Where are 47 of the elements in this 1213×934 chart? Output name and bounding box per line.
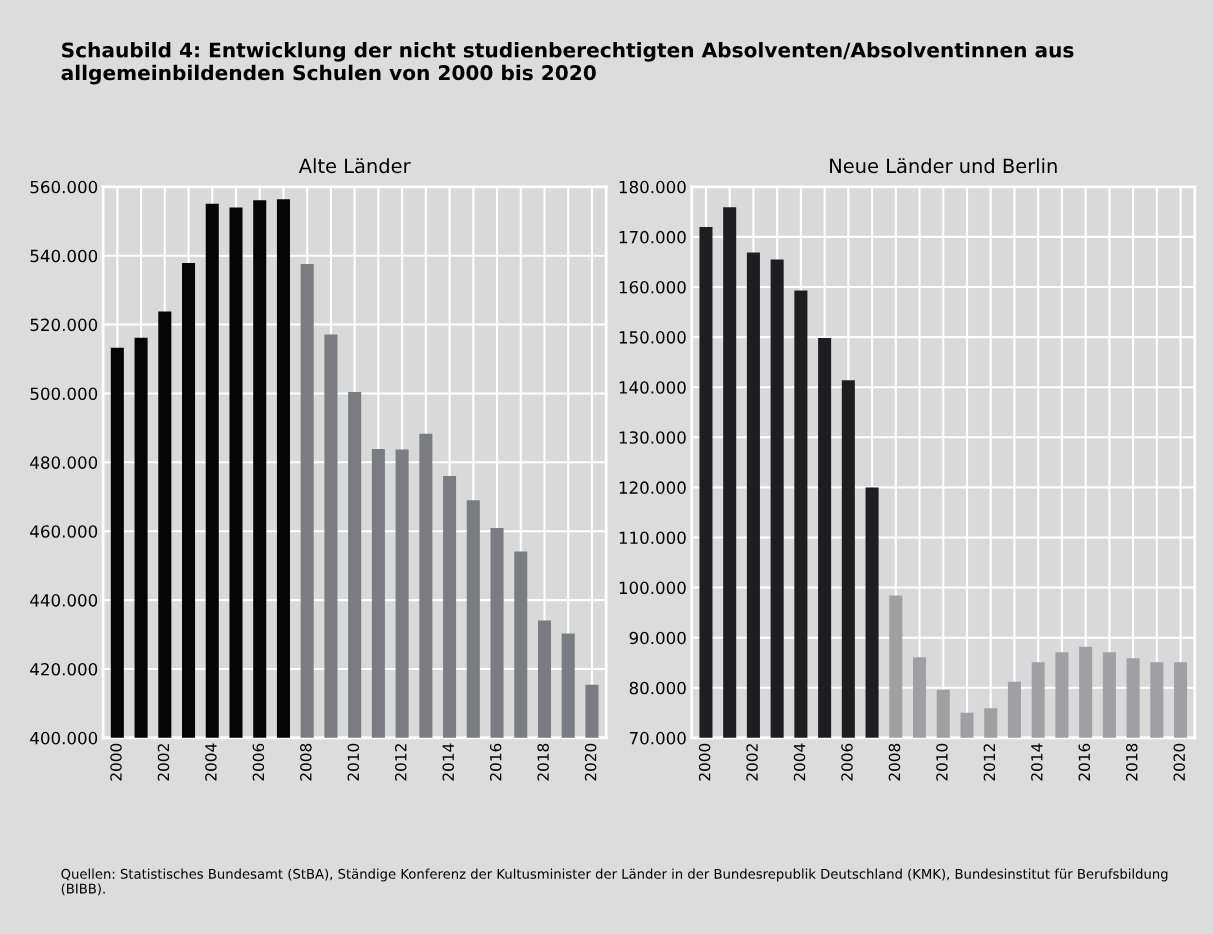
y-tick-label: 130.000 bbox=[619, 431, 686, 444]
x-tick-label: 2018 bbox=[1125, 743, 1138, 781]
y-tick-label: 140.000 bbox=[619, 381, 686, 394]
y-tick-label: 160.000 bbox=[619, 280, 686, 294]
x-tick-label: 2012 bbox=[983, 744, 996, 781]
x-tick-label: 2010 bbox=[936, 743, 948, 781]
y-tick-label: 420.000 bbox=[30, 662, 98, 676]
x-tick-label: 2010 bbox=[347, 743, 360, 781]
x-tick-label: 2020 bbox=[1173, 743, 1185, 781]
y-tick-label: 520.000 bbox=[30, 318, 98, 332]
x-tick-label: 2008 bbox=[300, 743, 312, 781]
y-tick-label: 460.000 bbox=[30, 525, 98, 538]
x-tick-label: 2018 bbox=[537, 743, 549, 781]
chart-title: Neue Länder und Berlin bbox=[830, 158, 1057, 174]
x-tick-label: 2016 bbox=[489, 743, 502, 781]
x-tick-label: 2008 bbox=[888, 743, 901, 781]
y-tick-label: 150.000 bbox=[619, 331, 686, 344]
y-tick-label: 100.000 bbox=[619, 581, 686, 595]
x-tick-label: 2014 bbox=[442, 743, 454, 781]
x-tick-label: 2012 bbox=[394, 744, 407, 781]
y-tick-label: 500.000 bbox=[30, 387, 98, 401]
y-tick-label: 70.000 bbox=[629, 731, 686, 745]
x-tick-label: 2014 bbox=[1031, 743, 1043, 781]
x-tick-label: 2006 bbox=[252, 743, 265, 781]
x-tick-label: 2002 bbox=[746, 744, 758, 781]
y-tick-label: 180.000 bbox=[619, 180, 686, 194]
y-tick-label: 80.000 bbox=[629, 681, 686, 695]
x-tick-label: 2016 bbox=[1078, 743, 1091, 781]
y-tick-label: 400.000 bbox=[30, 731, 98, 745]
chart-title: Alte Länder bbox=[298, 158, 411, 174]
x-tick-label: 2000 bbox=[110, 743, 122, 781]
x-tick-label: 2006 bbox=[841, 743, 853, 781]
text: Schaubild 4: Entwicklung der nicht studienberechtigten Absolventen/Absolventinnen aus allgemeinbildenden Schulen von 2000 bis 2020 bbox=[61, 42, 1074, 85]
y-tick-label: 170.000 bbox=[619, 230, 686, 244]
y-tick-label: 110.000 bbox=[619, 531, 686, 545]
y-tick-label: 440.000 bbox=[30, 594, 98, 607]
y-tick-label: 90.000 bbox=[629, 631, 686, 645]
y-tick-label: 540.000 bbox=[30, 249, 98, 263]
x-tick-label: 2000 bbox=[698, 743, 711, 781]
y-tick-label: 480.000 bbox=[30, 456, 98, 469]
x-tick-label: 2002 bbox=[157, 744, 170, 781]
x-tick-label: 2020 bbox=[584, 743, 597, 781]
x-tick-label: 2004 bbox=[205, 743, 217, 781]
source-note: Quellen: Statistisches Bundesamt (StBA), Ständige Konferenz der Kultusminister der Länder in der Bundesrepublik Deutschland (KMK), Bundesinstitut für Berufsbildung (BIBB). bbox=[61, 868, 1168, 896]
y-tick-label: 560.000 bbox=[30, 180, 98, 194]
y-tick-label: 120.000 bbox=[619, 481, 686, 494]
x-tick-label: 2004 bbox=[793, 743, 806, 781]
